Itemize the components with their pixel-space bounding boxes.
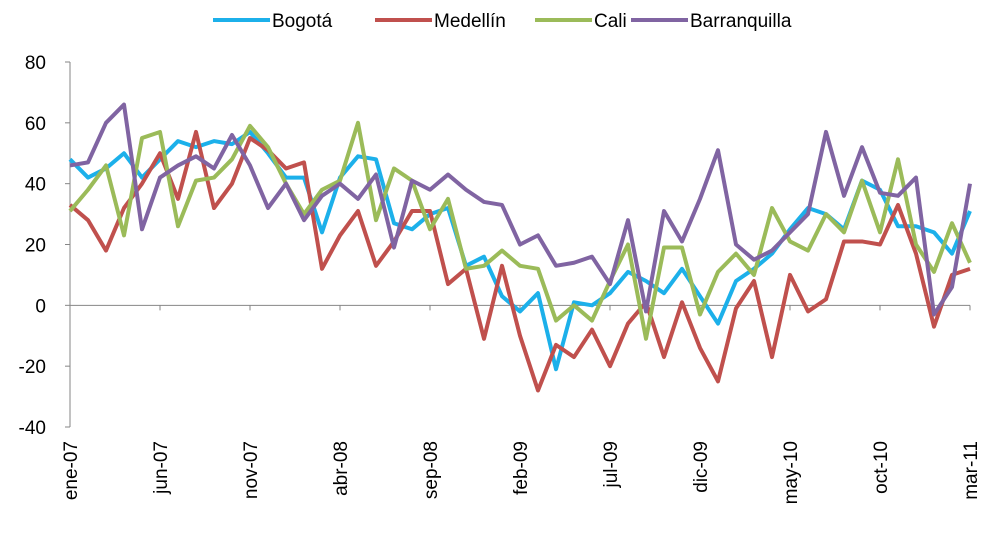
legend-label: Barranquilla (690, 11, 792, 32)
y-tick-label: 60 (25, 114, 46, 135)
x-tick-label: may-10 (781, 441, 802, 504)
x-tick-label: sep-08 (421, 441, 442, 499)
series-line (69, 102, 972, 317)
y-tick-label: -20 (19, 357, 46, 378)
legend-label: Medellín (434, 11, 506, 32)
series-line (68, 129, 972, 372)
y-tick-label: 40 (25, 175, 46, 196)
x-tick-label: jul-09 (601, 441, 622, 488)
legend-label: Bogotá (272, 11, 333, 32)
x-tick-label: nov-07 (241, 441, 262, 499)
x-tick-label: feb-09 (511, 441, 532, 495)
x-tick-label: abr-08 (331, 441, 352, 496)
series-line (68, 120, 972, 341)
y-tick-label: 0 (35, 296, 46, 317)
x-tick-label: jun-07 (151, 441, 172, 495)
x-tick-label: dic-09 (691, 441, 712, 493)
y-tick-label: -40 (19, 418, 46, 439)
y-tick-label: 80 (25, 53, 46, 74)
legend-label: Cali (594, 11, 627, 32)
y-tick-label: 20 (25, 236, 46, 257)
x-tick-label: oct-10 (871, 441, 892, 494)
x-tick-label: ene-07 (61, 441, 82, 500)
x-tick-label: mar-11 (961, 441, 982, 500)
series-line (68, 129, 971, 393)
